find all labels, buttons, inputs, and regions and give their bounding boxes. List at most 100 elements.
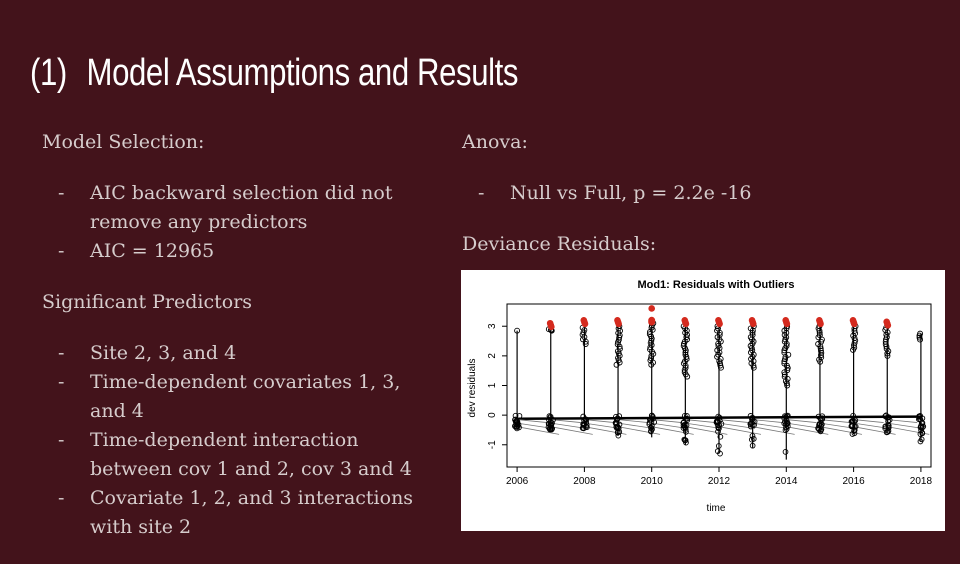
residual-point bbox=[781, 373, 788, 380]
residual-point bbox=[582, 341, 589, 347]
x-tick-label: 2014 bbox=[775, 476, 798, 487]
residual-streak bbox=[685, 419, 716, 423]
y-tick-label: 1 bbox=[487, 382, 498, 388]
residual-point bbox=[818, 349, 825, 356]
bullet-dash: - bbox=[58, 371, 65, 393]
residual-point bbox=[816, 332, 823, 339]
residual-streak bbox=[651, 419, 682, 423]
residual-point bbox=[819, 413, 826, 420]
residual-point bbox=[815, 413, 822, 420]
y-tick-label: 0 bbox=[487, 412, 498, 418]
outlier-point bbox=[817, 320, 824, 328]
residual-streak bbox=[618, 419, 649, 423]
bullet-dash: - bbox=[58, 182, 65, 204]
residual-point bbox=[882, 423, 889, 430]
x-tick-label: 2018 bbox=[910, 476, 933, 487]
significant-predictors-heading: Significant Predictors bbox=[42, 291, 253, 313]
outlier-point bbox=[716, 320, 723, 328]
residual-streak bbox=[617, 422, 655, 429]
residual-streak bbox=[718, 419, 750, 423]
residual-point bbox=[648, 425, 654, 431]
residual-point bbox=[851, 427, 858, 434]
residual-point bbox=[616, 345, 623, 352]
residual-point bbox=[681, 419, 687, 425]
y-tick-label: -1 bbox=[487, 440, 498, 449]
residual-point bbox=[649, 426, 655, 433]
bullet-dash: - bbox=[58, 429, 65, 451]
residual-point bbox=[547, 419, 554, 425]
residual-point bbox=[614, 429, 621, 435]
residual-point bbox=[817, 345, 824, 352]
residual-point bbox=[781, 371, 788, 378]
x-tick-label: 2016 bbox=[842, 476, 865, 487]
significant-predictors-list: - Site 2, 3, and 4 - Time-dependent covari… bbox=[42, 339, 442, 542]
model-selection-list: - AIC backward selection did not remove a… bbox=[42, 179, 442, 266]
outlier-point bbox=[783, 320, 791, 328]
residual-streak bbox=[651, 426, 694, 435]
x-tick-label: 2006 bbox=[506, 476, 529, 487]
x-tick-label: 2010 bbox=[641, 476, 664, 487]
list-item-text: Time-dependent covariates 1, 3, and 4 bbox=[90, 371, 401, 422]
bullet-dash: - bbox=[58, 240, 65, 262]
residual-point bbox=[683, 429, 689, 435]
list-item-text: Covariate 1, 2, and 3 interactions with … bbox=[90, 487, 414, 538]
residual-point bbox=[749, 442, 756, 449]
residual-point bbox=[648, 412, 655, 419]
residual-streak bbox=[685, 422, 722, 429]
deviance-residuals-heading: Deviance Residuals: bbox=[462, 233, 657, 255]
list-item: - Null vs Full, p = 2.2e -16 bbox=[462, 179, 942, 208]
residual-streak bbox=[718, 426, 762, 435]
residual-streak bbox=[517, 419, 548, 423]
list-item-text: AIC backward selection did not remove an… bbox=[90, 182, 393, 233]
residual-point bbox=[716, 332, 723, 338]
residual-point bbox=[717, 433, 724, 440]
residual-point bbox=[684, 413, 690, 419]
residual-point bbox=[514, 421, 521, 427]
residual-point bbox=[751, 422, 757, 428]
residual-point bbox=[782, 418, 788, 425]
residual-point bbox=[783, 426, 790, 432]
residual-streak bbox=[517, 426, 560, 435]
residual-point bbox=[548, 420, 555, 426]
residual-point bbox=[748, 423, 754, 430]
residual-point bbox=[850, 412, 856, 419]
anova-list: - Null vs Full, p = 2.2e -16 bbox=[462, 179, 942, 208]
residual-point bbox=[919, 415, 926, 422]
residual-point bbox=[580, 424, 587, 431]
list-item: - Time-dependent covariates 1, 3, and 4 bbox=[42, 368, 442, 426]
residual-point bbox=[613, 420, 619, 427]
x-tick-label: 2012 bbox=[708, 476, 731, 487]
residual-point bbox=[818, 427, 824, 434]
residual-point bbox=[716, 417, 723, 424]
left-column: Model Selection: - AIC backward selection… bbox=[42, 128, 442, 564]
residual-point bbox=[682, 426, 689, 433]
residual-point bbox=[750, 364, 757, 371]
residual-streak bbox=[550, 426, 593, 435]
residual-point bbox=[715, 424, 722, 431]
list-item: - AIC backward selection did not remove a… bbox=[42, 179, 442, 237]
residual-point bbox=[681, 412, 688, 419]
residual-point bbox=[713, 419, 720, 426]
list-item: - Covariate 1, 2, and 3 interactions with… bbox=[42, 484, 442, 542]
outlier-point bbox=[850, 320, 858, 328]
residual-point bbox=[782, 413, 788, 419]
residual-streak bbox=[853, 419, 884, 423]
residual-point bbox=[613, 413, 619, 420]
residual-point bbox=[885, 414, 891, 421]
residual-point bbox=[782, 449, 789, 455]
residual-point bbox=[512, 412, 519, 419]
y-tick-label: 3 bbox=[487, 323, 498, 329]
residual-point bbox=[852, 337, 859, 344]
list-item-text: AIC = 12965 bbox=[90, 240, 215, 262]
residual-point bbox=[648, 337, 655, 344]
residuals-plot: Mod1: Residuals with Outliers time dev r… bbox=[461, 270, 945, 531]
bullet-dash: - bbox=[58, 342, 65, 364]
residual-streak bbox=[752, 419, 783, 423]
outlier-point bbox=[548, 323, 555, 331]
residual-point bbox=[749, 332, 756, 338]
residuals-chart-svg: Mod1: Residuals with Outliers time dev r… bbox=[467, 279, 933, 514]
residual-point bbox=[918, 427, 924, 434]
residual-point bbox=[784, 367, 791, 374]
residual-point bbox=[781, 349, 788, 356]
residual-point bbox=[514, 327, 521, 334]
